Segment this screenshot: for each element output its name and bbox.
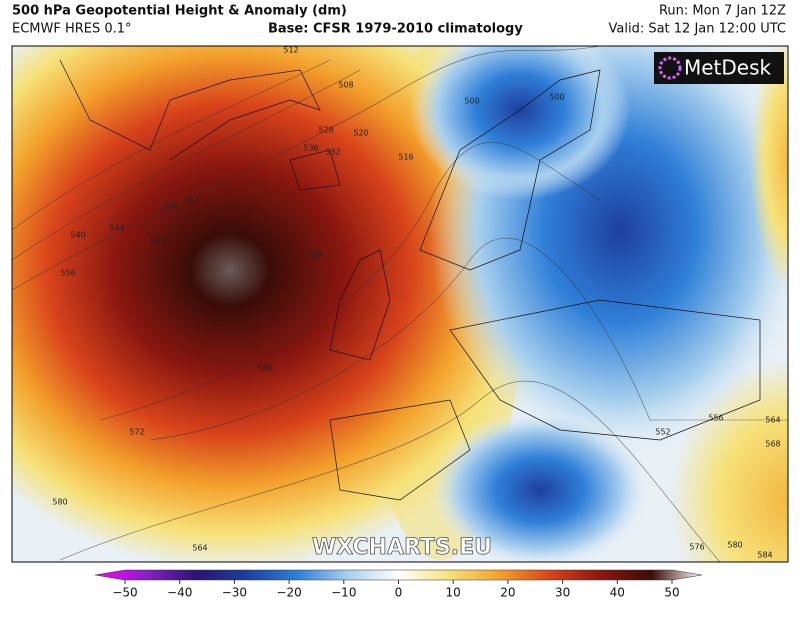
colorbar [94,569,703,581]
watermark: WXCHARTS.EU [312,535,492,560]
contour-label: 572 [129,428,144,437]
colorbar-tick-label: −30 [222,586,247,600]
logo-icon [658,56,682,80]
contour-label: 544 [109,224,124,233]
contour-label: 508 [338,81,353,90]
contour-label: 512 [283,46,298,55]
colorbar-tick-label: −10 [331,586,356,600]
contour-label: 584 [757,551,772,560]
contour-label: 568 [307,251,322,260]
logo-box [654,52,784,84]
colorbar-tick-label: 30 [555,586,570,600]
map-frame [11,45,789,563]
colorbar-tick-label: −40 [167,586,192,600]
colorbar-tick-label: −50 [112,586,137,600]
title: 500 hPa Geopotential Height & Anomaly (d… [12,4,347,19]
contour-label: 580 [257,364,272,373]
colorbar-tick-label: 40 [610,586,625,600]
model: ECMWF HRES 0.1° [12,22,132,37]
contour-label: 568 [765,440,780,449]
contour-label: 520 [353,129,368,138]
colorbar-tick-label: −20 [276,586,301,600]
colorbar-tick-label: 20 [500,586,515,600]
contour-label: 548 [163,202,178,211]
valid: Valid: Sat 12 Jan 12:00 UTC [609,22,787,37]
contour-label: 536 [303,144,318,153]
logo: MetDesk [684,56,772,80]
contour-label: 556 [60,269,75,278]
contour-label: 528 [318,126,333,135]
contour-label: 564 [192,544,207,553]
colorbar-tick-label: 10 [446,586,461,600]
contour-label: 580 [52,498,67,507]
colorbar-tick-label: 50 [664,586,679,600]
contour-label: 560 [150,237,165,246]
contour-label: 516 [398,153,413,162]
contour-label: 532 [325,148,340,157]
contour-label: 552 [655,428,670,437]
contour-label: 576 [689,543,704,552]
contour-label: 540 [70,231,85,240]
contour-label: 556 [708,414,723,423]
contour-label: 564 [765,416,780,425]
contour-label: 500 [549,93,564,102]
contour-label: 500 [464,97,479,106]
run: Run: Mon 7 Jan 12Z [659,4,786,19]
colorbar-tick-label: 0 [395,586,403,600]
contour-label: 580 [727,541,742,550]
contour-label: 552 [184,197,199,206]
base: Base: CFSR 1979-2010 climatology [268,22,523,37]
